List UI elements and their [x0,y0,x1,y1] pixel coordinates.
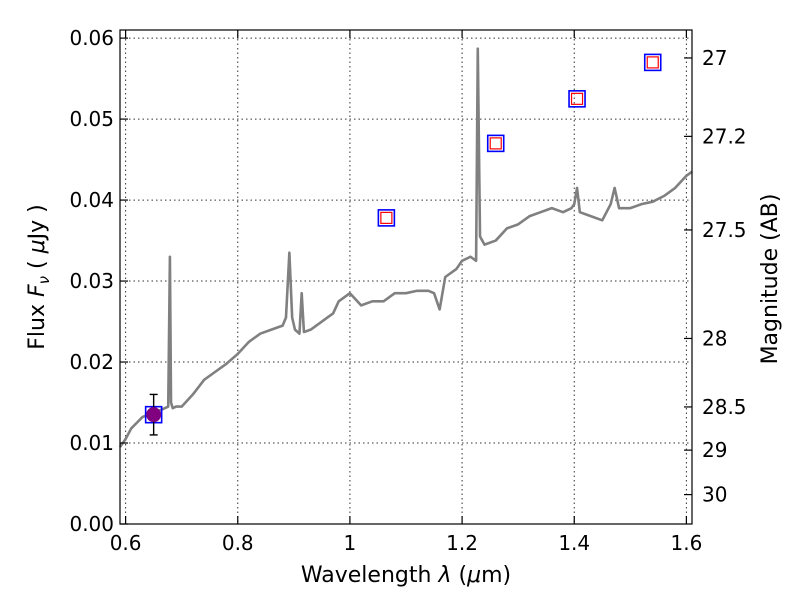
y-tick-label: 0.05 [69,107,114,131]
y-axis-label: Flux Fν ( μJy ) [25,204,53,349]
y2-tick-label: 28 [702,326,727,350]
model-point-square [568,90,586,108]
x-tick-label: 1 [344,531,357,555]
x-tick-label: 0.8 [222,531,254,555]
grid-layer [120,30,692,524]
y-tick-label: 0.06 [69,26,114,50]
y-tick-label: 0.00 [69,512,114,536]
x-tick-label: 0.6 [110,531,142,555]
y2-tick-label: 27.2 [702,124,747,148]
y2-tick-label: 29 [702,438,727,462]
observed-point-open [570,92,584,105]
curve-layer [118,47,693,448]
plot-frame [119,29,693,525]
y-tick-label: 0.01 [69,431,114,455]
x-axis-label: Wavelength λ (μm) [301,563,511,588]
x-tick-label: 1.4 [558,531,590,555]
model-point-square [643,53,662,72]
y2-tick-label: 30 [702,483,727,507]
model-point-square [486,134,505,153]
points-layer [144,53,662,436]
y2-tick-label: 27.5 [702,218,747,242]
observed-point-open [646,56,659,69]
y-tick-label: 0.02 [69,350,114,374]
observed-point-open [380,211,393,224]
model-spectrum-line [118,47,693,448]
model-point-square [377,209,396,227]
x-tick-label: 1.2 [446,531,478,555]
y2-axis-label: Magnitude (AB) [758,194,783,365]
observed-point-open [489,137,502,150]
y-tick-label: 0.03 [69,269,114,293]
x-tick-label: 1.6 [670,531,702,555]
y2-tick-label: 28.5 [702,395,747,419]
y2-tick-label: 27 [702,46,727,70]
y-tick-label: 0.04 [69,188,114,212]
observed-point-filled [146,407,162,423]
ticks-layer: 0.6 0.8 1 1.2 1.4 1.6 0.00 0.01 0.02 0.03 0.04 0.05… [69,26,746,555]
